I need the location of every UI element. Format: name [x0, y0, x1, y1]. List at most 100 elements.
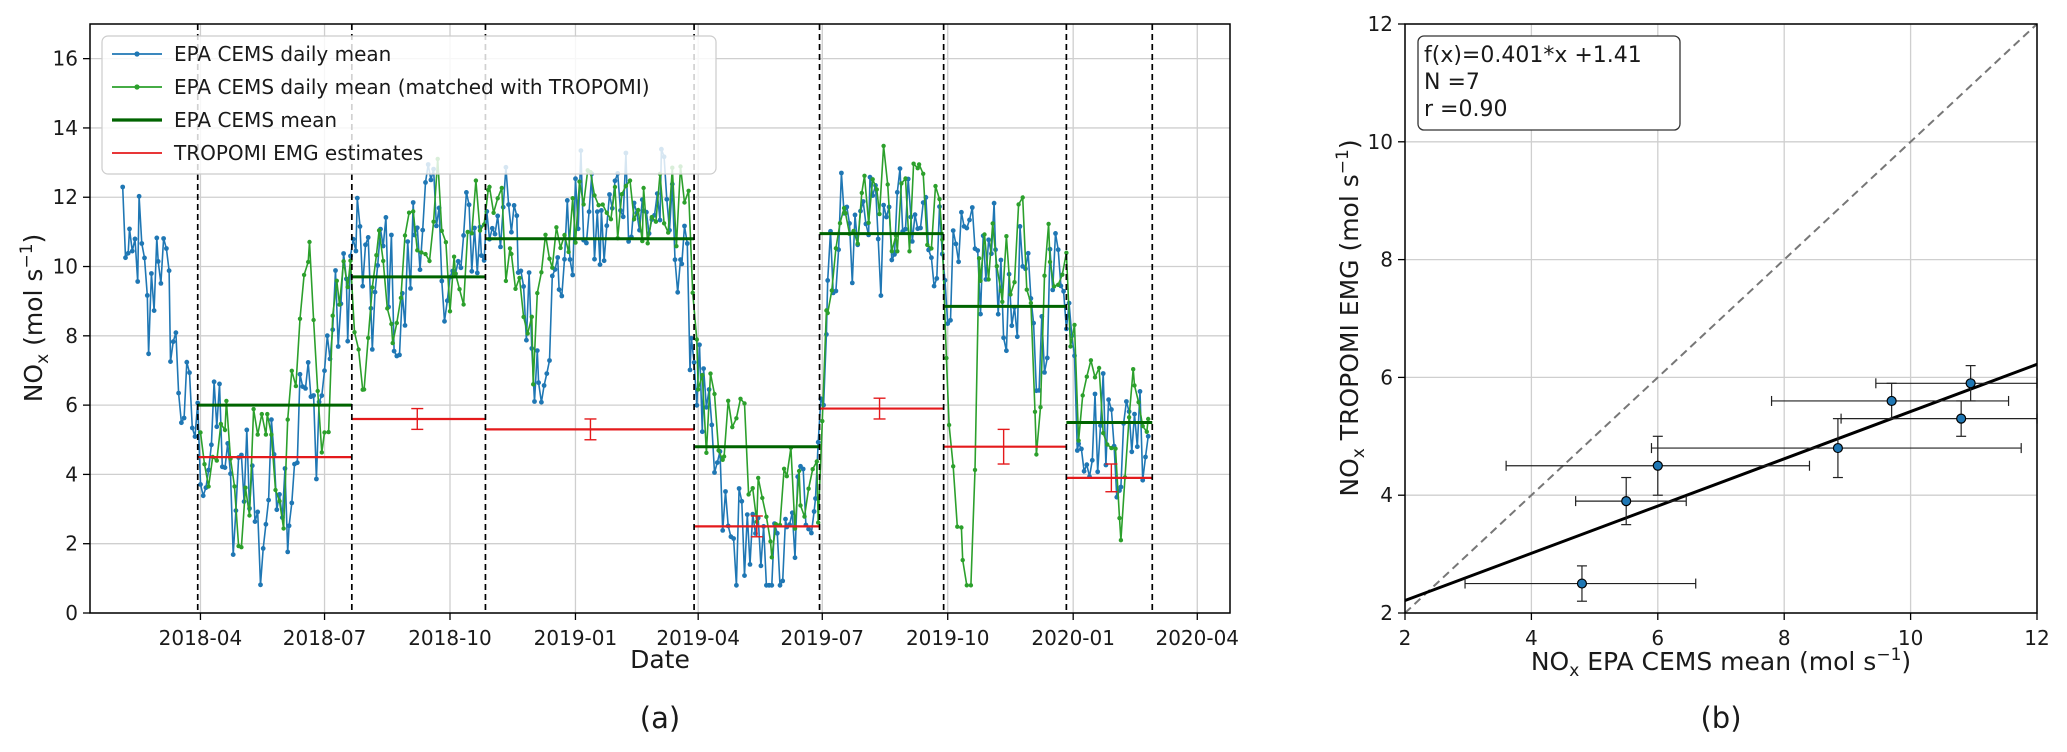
daily-mean-point	[217, 381, 222, 387]
daily-mean-point	[586, 209, 592, 215]
daily-mean-point	[929, 255, 934, 261]
matched-point	[218, 421, 224, 427]
x-tick-label: 2	[1399, 626, 1412, 650]
matched-point	[959, 525, 964, 530]
matched-point	[895, 249, 900, 254]
matched-point	[843, 211, 848, 216]
daily-mean-point	[509, 229, 514, 235]
panel-b-stats-box: f(x)=0.401*x +1.41N =7r =0.90	[1417, 35, 1681, 131]
daily-mean-point	[1140, 477, 1146, 483]
matched-point	[370, 285, 375, 290]
matched-point	[573, 240, 578, 245]
matched-point	[443, 240, 449, 245]
matched-point	[1024, 287, 1030, 292]
matched-point	[990, 221, 995, 226]
matched-point	[806, 486, 811, 491]
daily-mean-point	[423, 180, 428, 185]
matched-point	[951, 464, 956, 469]
matched-point	[608, 217, 614, 222]
matched-point	[1064, 250, 1069, 255]
daily-mean-point	[573, 176, 578, 182]
daily-mean-point	[1137, 389, 1143, 394]
daily-mean-point	[709, 422, 715, 428]
daily-mean-point	[1081, 468, 1087, 474]
matched-point	[721, 454, 727, 459]
y-tick-label: 16	[53, 47, 78, 71]
daily-mean-point	[353, 248, 359, 254]
daily-mean-point	[360, 283, 366, 289]
y-tick-label: 6	[1380, 365, 1393, 389]
matched-point	[398, 295, 404, 301]
daily-mean-point	[892, 252, 897, 257]
matched-point	[1096, 365, 1102, 371]
matched-point	[427, 258, 432, 264]
matched-point	[289, 368, 294, 373]
panel-b-plot-frame	[1404, 23, 2038, 614]
matched-point	[469, 231, 474, 236]
matched-point	[964, 583, 969, 588]
matched-point	[1012, 280, 1017, 285]
x-tick-label: 2020-01	[1031, 626, 1115, 650]
matched-point	[994, 264, 999, 269]
daily-mean-point	[1145, 433, 1151, 439]
daily-mean-point	[458, 265, 464, 271]
daily-mean-point	[187, 370, 192, 376]
daily-mean-point	[594, 209, 600, 215]
daily-mean-point	[742, 573, 747, 578]
matched-point	[419, 250, 424, 255]
daily-mean-point	[179, 420, 184, 426]
daily-mean-point	[345, 338, 351, 344]
daily-mean-point	[164, 246, 169, 251]
x-tick-label: 4	[1525, 626, 1538, 650]
daily-mean-point	[263, 521, 269, 527]
panel-b-label: (b)	[1700, 701, 1741, 735]
daily-mean-point	[314, 476, 319, 482]
matched-point	[855, 241, 860, 246]
daily-mean-point	[176, 390, 182, 396]
matched-point	[487, 184, 492, 190]
matched-point	[704, 450, 709, 455]
daily-mean-point	[678, 257, 683, 263]
daily-mean-point	[181, 415, 187, 421]
matched-point	[645, 241, 650, 246]
daily-mean-point	[881, 202, 886, 208]
matched-point	[921, 171, 926, 176]
one-to-one-line	[1404, 23, 2038, 614]
matched-point	[769, 555, 774, 560]
panel-b-y-ticks: 2 4 6 8 10 12	[1368, 12, 1405, 625]
y-tick-label: 12	[1368, 12, 1393, 36]
matched-point	[746, 492, 751, 497]
matched-point	[708, 371, 713, 376]
matched-point	[345, 284, 350, 290]
matched-point	[311, 317, 316, 323]
daily-mean-point	[1134, 444, 1140, 450]
matched-point	[1105, 442, 1110, 447]
matched-point	[946, 422, 952, 428]
matched-point	[1056, 282, 1061, 287]
daily-mean-point	[305, 360, 311, 365]
x-tick-label: 2018-04	[159, 626, 243, 650]
matched-point	[674, 244, 679, 249]
daily-mean-point	[149, 271, 154, 276]
daily-mean-point	[559, 293, 565, 299]
matched-point	[866, 220, 871, 225]
daily-mean-point	[959, 209, 964, 215]
daily-mean-point	[672, 257, 678, 263]
matched-point	[653, 219, 659, 224]
daily-mean-point	[200, 493, 206, 499]
daily-mean-point	[139, 241, 145, 246]
daily-mean-point	[567, 257, 573, 262]
daily-mean-point	[1109, 407, 1114, 412]
matched-point	[562, 232, 567, 238]
daily-mean-point	[1042, 370, 1047, 375]
daily-mean-point	[1124, 399, 1129, 404]
matched-point	[874, 187, 879, 192]
daily-mean-point	[769, 582, 775, 588]
daily-mean-point	[369, 347, 375, 352]
daily-mean-point	[969, 205, 975, 210]
matched-point	[1126, 415, 1132, 420]
matched-point	[666, 230, 671, 235]
matched-point	[700, 372, 705, 378]
daily-mean-point	[849, 280, 855, 286]
matched-point	[577, 179, 582, 184]
